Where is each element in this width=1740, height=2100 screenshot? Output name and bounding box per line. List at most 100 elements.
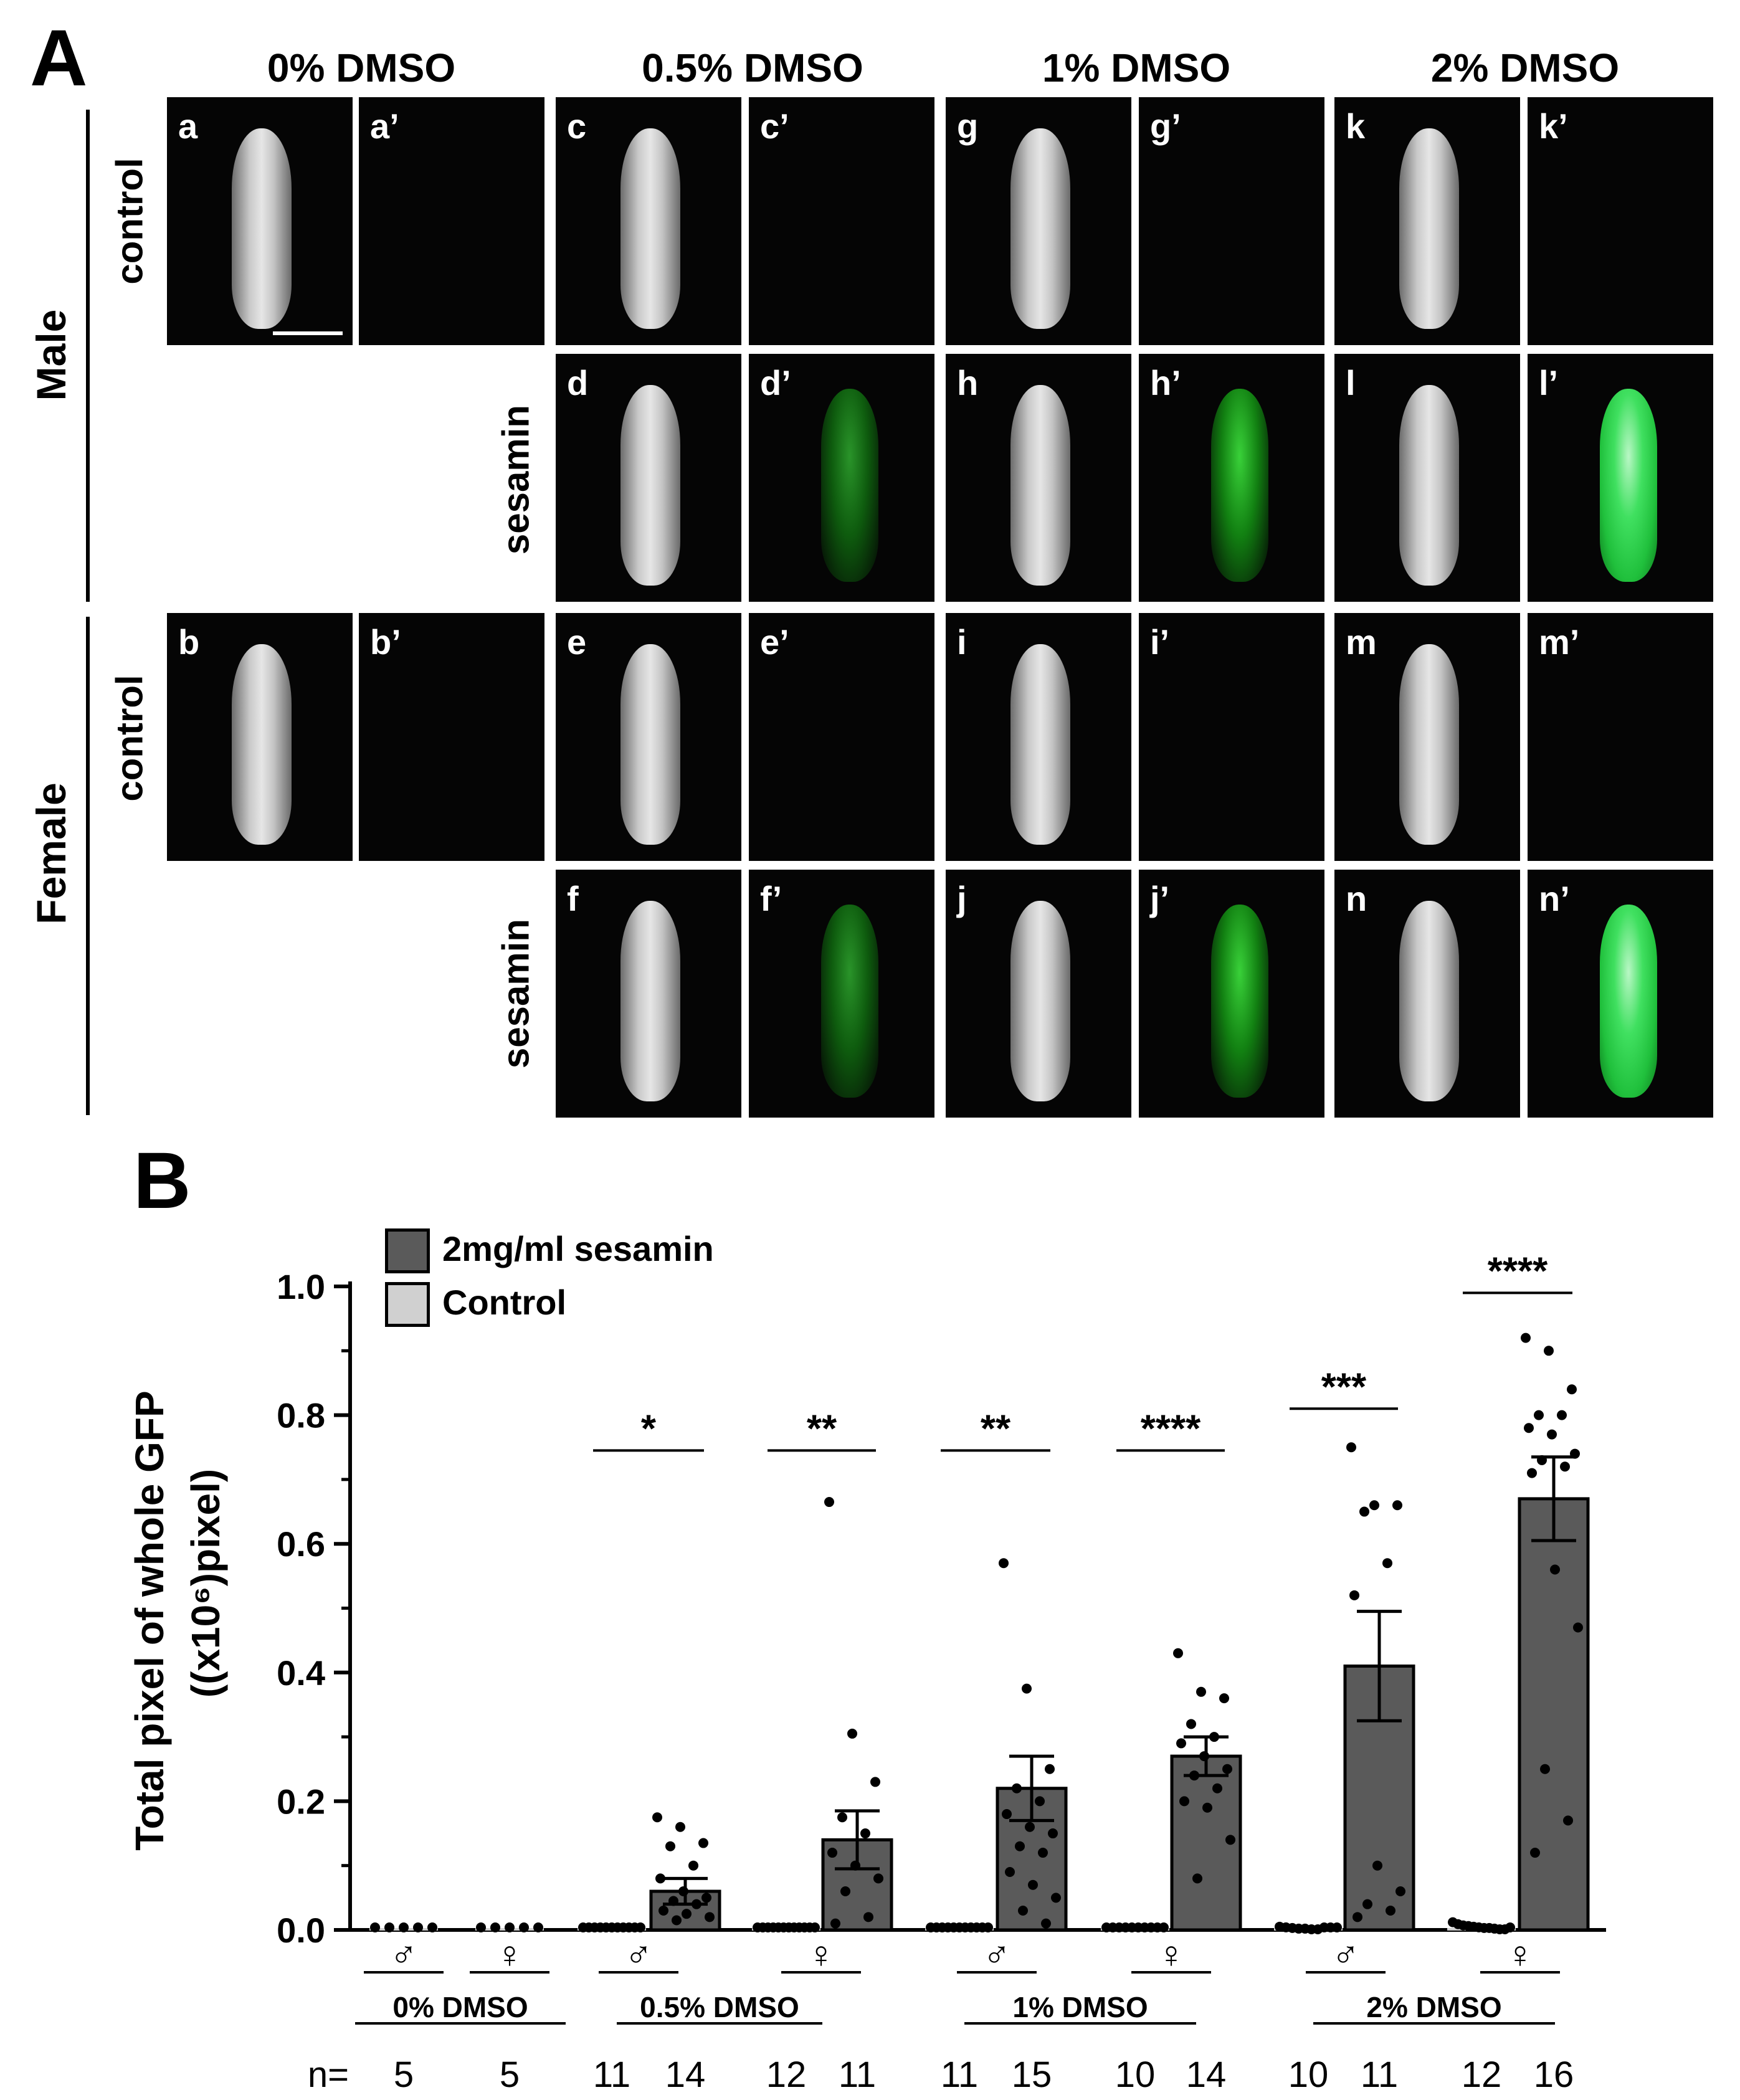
significance-stars: **** — [1488, 1250, 1548, 1293]
n-label: 10 — [1115, 2055, 1156, 2095]
data-point — [1557, 1410, 1567, 1420]
bracket-line-male — [86, 110, 90, 602]
image-tile-19: i — [946, 613, 1131, 861]
sex-symbol: ♀ — [496, 1934, 524, 1975]
data-point — [655, 1873, 665, 1884]
tile-label: a’ — [370, 107, 399, 146]
data-point — [1521, 1333, 1531, 1343]
image-tile-9: d — [556, 354, 741, 602]
data-point — [1353, 1912, 1362, 1922]
tile-label: m — [1346, 622, 1377, 662]
larva-brightfield — [1010, 901, 1070, 1101]
larva-gfp-signal — [1600, 389, 1657, 582]
tile-label: f — [567, 879, 579, 918]
larva-brightfield — [1010, 128, 1070, 329]
n-label: 16 — [1534, 2055, 1574, 2095]
larva-brightfield — [620, 644, 680, 845]
image-tile-5: g — [946, 97, 1131, 345]
n-label: 14 — [1186, 2055, 1227, 2095]
data-point — [983, 1922, 993, 1932]
data-point — [658, 1906, 668, 1916]
column-header-3: 1% DMSO — [1042, 45, 1231, 90]
data-point — [827, 1848, 837, 1858]
data-point — [1362, 1899, 1372, 1909]
data-point — [1212, 1783, 1222, 1794]
data-point — [1041, 1918, 1051, 1929]
data-point — [1222, 1764, 1232, 1774]
image-tile-13: l — [1334, 354, 1520, 602]
tile-label: j’ — [1150, 879, 1170, 918]
tile-label: l’ — [1539, 363, 1559, 402]
y-tick-label: 0.4 — [277, 1653, 325, 1693]
data-point — [824, 1497, 834, 1508]
n-label: 12 — [1462, 2055, 1502, 2095]
tile-label: g’ — [1150, 107, 1181, 146]
data-point — [999, 1558, 1009, 1569]
image-tile-4: c’ — [749, 97, 934, 345]
data-point — [1530, 1848, 1540, 1858]
scale-bar — [273, 331, 343, 335]
n-label: 15 — [1012, 2055, 1052, 2095]
data-point — [1035, 1796, 1045, 1807]
panel-b-letter: B — [133, 1136, 191, 1225]
data-point — [847, 1728, 857, 1739]
data-point — [1015, 1841, 1025, 1851]
tile-label: b — [178, 622, 200, 662]
data-point — [1395, 1886, 1405, 1897]
data-point — [668, 1896, 678, 1906]
data-point — [1505, 1922, 1515, 1932]
y-tick-label: 0.6 — [277, 1524, 325, 1564]
data-point — [850, 1860, 860, 1871]
data-point — [1225, 1835, 1235, 1845]
significance-stars: ** — [807, 1407, 837, 1450]
larva-brightfield — [1399, 385, 1459, 586]
larva-brightfield — [1010, 385, 1070, 586]
larva-brightfield — [620, 901, 680, 1101]
data-point — [1189, 1770, 1199, 1781]
condition-label-female-control: control — [108, 675, 151, 802]
image-tile-25: j — [946, 870, 1131, 1118]
image-tile-18: e’ — [749, 613, 934, 861]
image-tile-21: m — [1334, 613, 1520, 861]
dmso-group-label: 0.5% DMSO — [640, 1991, 799, 2023]
image-tile-26: j’ — [1139, 870, 1324, 1118]
legend-swatch-control — [385, 1282, 430, 1327]
data-point — [1051, 1893, 1061, 1903]
larva-brightfield — [232, 128, 292, 329]
data-point — [635, 1922, 645, 1932]
image-tile-28: n’ — [1528, 870, 1713, 1118]
panel-a-letter: A — [30, 14, 88, 103]
legend-swatch-sesamin — [385, 1228, 430, 1273]
data-point — [692, 1899, 701, 1909]
significance-stars: *** — [1321, 1366, 1367, 1409]
data-point — [863, 1912, 873, 1922]
n-label: 5 — [500, 2055, 520, 2095]
dmso-group-label: 2% DMSO — [1366, 1991, 1501, 2023]
image-tile-11: h — [946, 354, 1131, 602]
image-tile-7: k — [1334, 97, 1520, 345]
data-point — [1392, 1500, 1402, 1511]
larva-brightfield — [1399, 644, 1459, 845]
tile-label: g — [957, 107, 979, 146]
data-point — [1382, 1558, 1392, 1569]
sex-label-female: Female — [28, 782, 74, 924]
data-point — [682, 1909, 692, 1919]
data-point — [1196, 1686, 1206, 1697]
tile-label: e — [567, 622, 587, 662]
significance-stars: * — [641, 1407, 657, 1450]
data-point — [427, 1922, 437, 1932]
sex-symbol: ♂ — [625, 1934, 653, 1975]
sex-symbol: ♂ — [983, 1934, 1011, 1975]
data-point — [860, 1828, 870, 1839]
image-tile-20: i’ — [1139, 613, 1324, 861]
image-tile-8: k’ — [1528, 97, 1713, 345]
tile-label: b’ — [370, 622, 401, 662]
data-point — [413, 1922, 423, 1932]
data-point — [688, 1860, 698, 1871]
data-point — [1192, 1873, 1202, 1884]
data-point — [1573, 1622, 1583, 1633]
data-point — [1359, 1506, 1369, 1517]
y-tick-label: 0.2 — [277, 1782, 325, 1821]
data-point — [1527, 1468, 1537, 1478]
data-point — [1332, 1922, 1342, 1932]
